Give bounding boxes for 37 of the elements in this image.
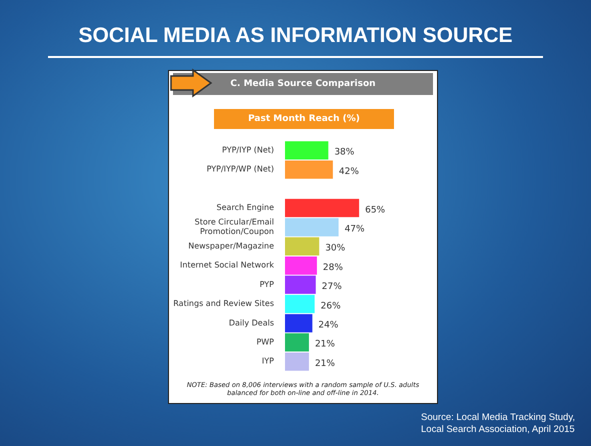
data-label: 24% <box>318 320 339 331</box>
bar <box>285 141 328 160</box>
data-label: 28% <box>322 262 344 273</box>
y-tick-label: PYP/IYP/WP (Net) <box>206 164 274 174</box>
bar <box>285 352 309 371</box>
data-label: 38% <box>334 148 355 158</box>
y-tick-label: PWP <box>256 337 274 346</box>
x-axis-title: Past Month Reach (%) <box>214 109 394 129</box>
data-label: 26% <box>320 301 342 312</box>
bar <box>285 333 309 352</box>
data-label: 42% <box>338 166 360 177</box>
bar <box>285 237 320 256</box>
y-tick-label: Daily Deals <box>228 318 274 328</box>
data-label: 65% <box>365 205 386 216</box>
bar <box>285 160 333 179</box>
bar <box>285 218 339 236</box>
data-label: 21% <box>314 340 336 350</box>
data-label: 30% <box>325 244 346 254</box>
chart-title: SOCIAL MEDIA AS INFORMATION SOURCE <box>77 24 514 48</box>
y-tick-label: Newspaper/Magazine <box>188 241 274 250</box>
y-tick-label: Internet Social Network <box>180 260 274 270</box>
y-tick-label: PYP <box>260 280 274 289</box>
source-note: Source: Local Media Tracking Study, Local Search Association, April 2015 <box>421 412 576 436</box>
data-label: 47% <box>344 224 366 235</box>
chart-subtitle: C. Media Source Comparison <box>173 73 433 95</box>
bar <box>285 276 316 294</box>
bar <box>285 256 317 275</box>
bar <box>285 294 315 314</box>
y-tick-label: Search Engine <box>216 203 274 212</box>
y-tick-label: IYP <box>262 356 274 366</box>
y-tick-label: Ratings and Review Sites <box>173 299 274 308</box>
y-tick-label: PYP/IYP (Net) <box>222 145 274 154</box>
y-tick-label: Store Circular/Email Promotion/Coupon <box>194 217 274 236</box>
bar <box>285 314 312 332</box>
data-label: 27% <box>322 282 342 292</box>
data-label: 21% <box>314 358 336 369</box>
bar <box>285 198 360 218</box>
